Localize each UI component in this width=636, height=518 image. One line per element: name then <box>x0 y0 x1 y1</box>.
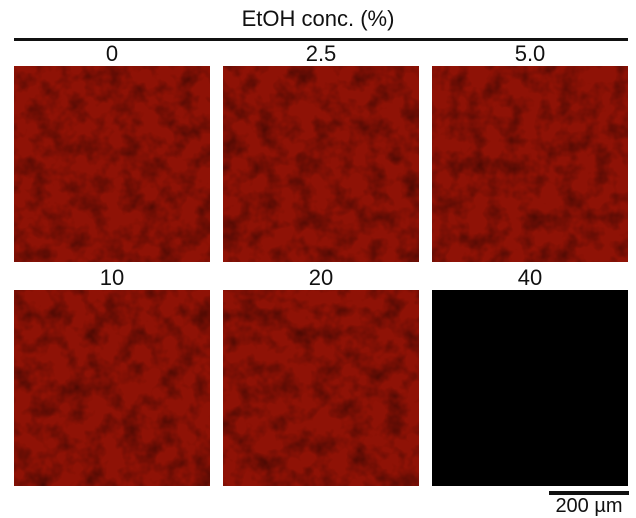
micrograph-image <box>432 290 628 486</box>
micrograph-panel-0 <box>14 66 210 262</box>
scale-bar-label: 200 µm <box>555 495 623 517</box>
micrograph-panel-5 <box>432 290 628 486</box>
panel-label-2: 5.0 <box>514 41 546 66</box>
micrograph-panel-2 <box>432 66 628 262</box>
micrograph-texture <box>14 66 210 262</box>
micrograph-texture <box>223 66 419 262</box>
figure-title: EtOH conc. (%) <box>241 6 395 31</box>
micrograph-panel-3 <box>14 290 210 486</box>
micrograph-image <box>223 66 419 262</box>
panel-label-1: 2.5 <box>305 41 337 66</box>
scale-bar <box>549 491 629 495</box>
micrograph-image <box>14 66 210 262</box>
micrograph-texture <box>14 290 210 486</box>
title-rule <box>14 38 628 41</box>
panel-label-4: 20 <box>308 265 334 290</box>
micrograph-texture <box>432 66 628 262</box>
micrograph-image <box>223 290 419 486</box>
panel-label-5: 40 <box>517 265 543 290</box>
panel-label-0: 0 <box>105 41 119 66</box>
micrograph-panel-4 <box>223 290 419 486</box>
micrograph-image <box>432 66 628 262</box>
panel-label-3: 10 <box>99 265 125 290</box>
micrograph-image <box>14 290 210 486</box>
micrograph-texture <box>223 290 419 486</box>
micrograph-fill <box>432 290 628 486</box>
micrograph-panel-1 <box>223 66 419 262</box>
